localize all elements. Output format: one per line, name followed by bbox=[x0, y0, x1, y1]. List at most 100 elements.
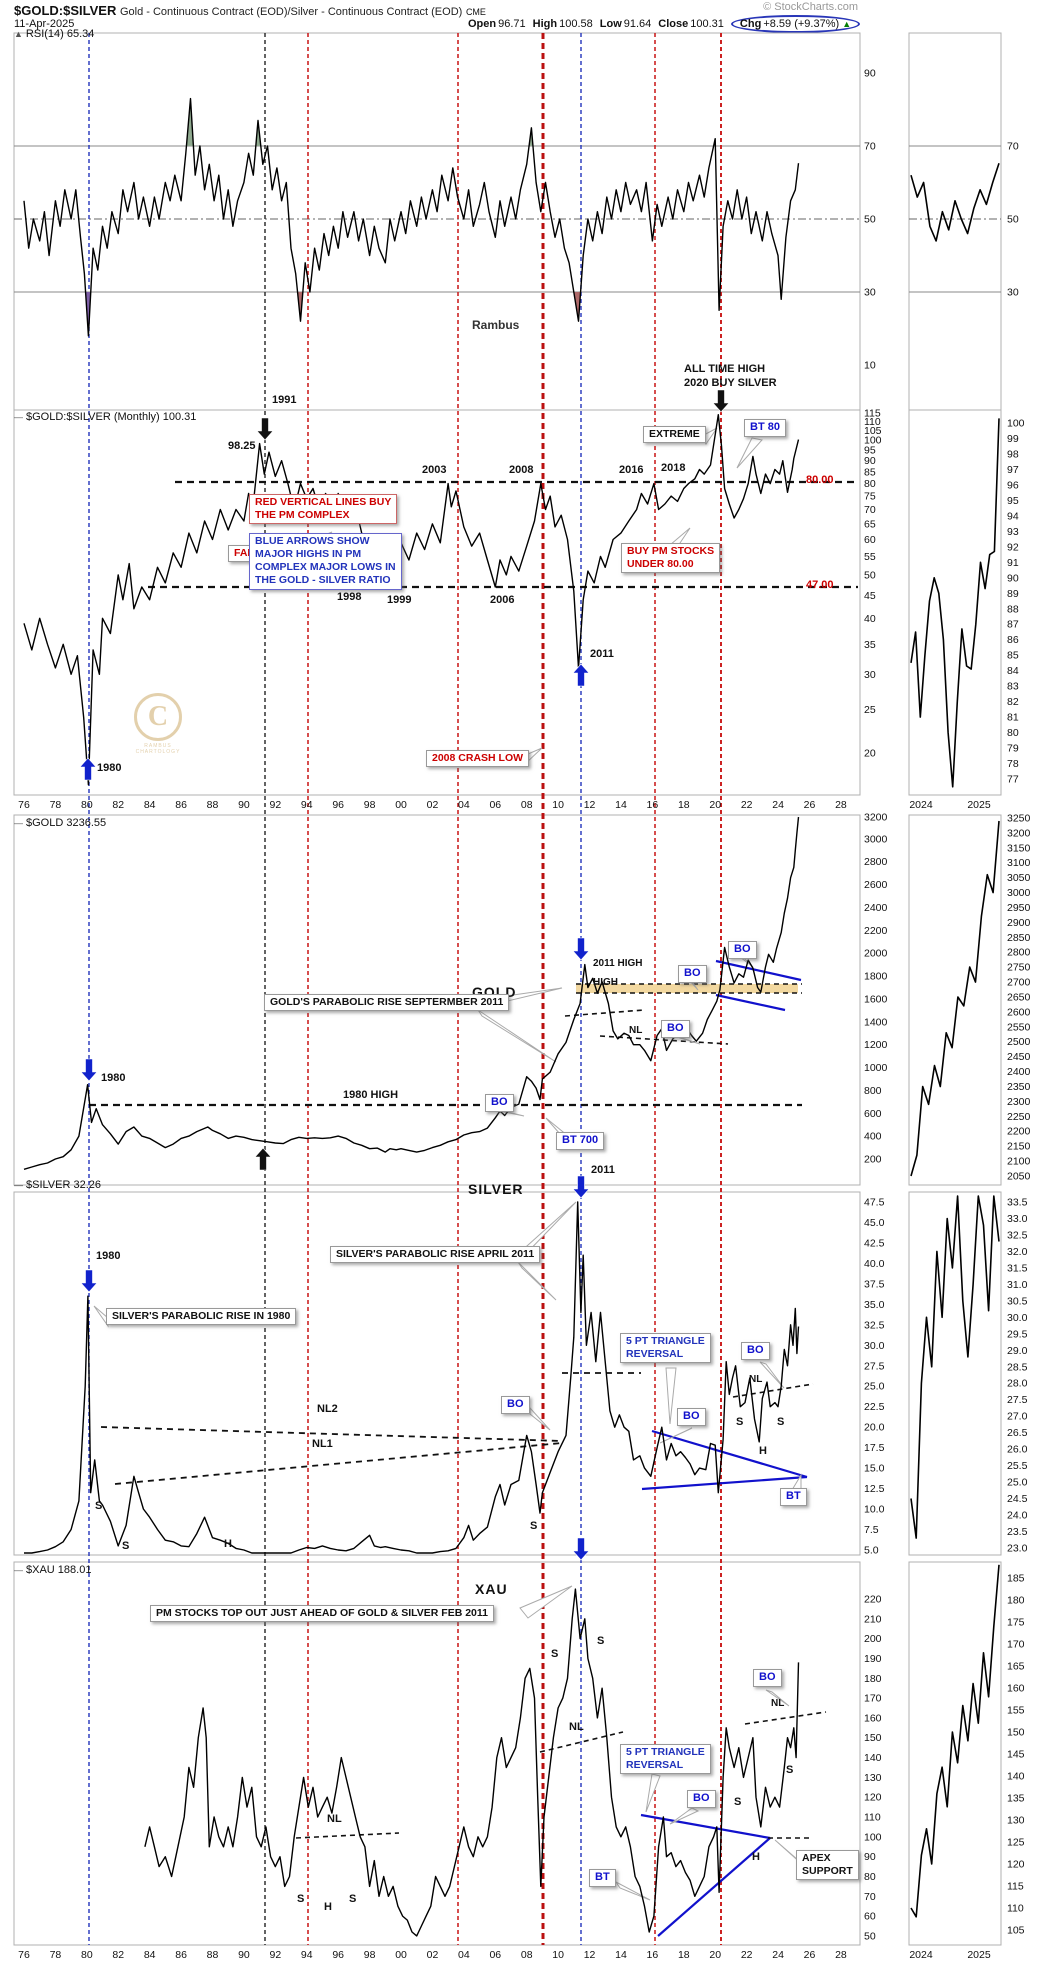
axis-label: 75 bbox=[864, 491, 876, 503]
all-time-high-label: ALL TIME HIGH 2020 BUY SILVER bbox=[684, 363, 777, 389]
chart-title: $GOLD:$SILVER Gold - Continuous Contract… bbox=[14, 3, 486, 18]
xaxis-label: 10 bbox=[552, 1949, 564, 1961]
axis-label: 28.5 bbox=[1007, 1361, 1028, 1373]
gold-dash-1 bbox=[564, 1009, 645, 1017]
axis-label: 32.5 bbox=[1007, 1229, 1028, 1241]
axis-label: 2300 bbox=[1007, 1096, 1031, 1108]
xaxis-label: 96 bbox=[332, 1949, 344, 1961]
silver-nl1 bbox=[114, 1442, 563, 1485]
axis-label: 24.0 bbox=[1007, 1510, 1028, 1522]
xau-2011-arrow bbox=[572, 1537, 590, 1561]
xau-5pt-callout: 5 PT TRIANGLE REVERSAL bbox=[620, 1744, 711, 1775]
axis-label: 60 bbox=[864, 534, 876, 546]
silver-bt-callout: BT bbox=[780, 1488, 807, 1506]
panel-frame bbox=[13, 1191, 861, 1556]
axis-label: 2000 bbox=[864, 948, 888, 960]
ratio-2003-label: 2003 bbox=[422, 464, 447, 476]
xaxis-label: 82 bbox=[112, 1949, 124, 1961]
silver-1980-label: 1980 bbox=[96, 1250, 121, 1262]
up-arrow-icon: ▲ bbox=[842, 19, 852, 29]
axis-label: 3100 bbox=[1007, 857, 1031, 869]
axis-label: 35.0 bbox=[864, 1299, 885, 1311]
mini-panel-frame bbox=[908, 409, 1002, 796]
axis-label: 120 bbox=[1007, 1859, 1025, 1871]
open-value: Open 96.71 bbox=[468, 18, 526, 30]
xaxis-label: 86 bbox=[175, 799, 187, 811]
silver-2011-arrow bbox=[572, 1175, 590, 1199]
axis-label: 2800 bbox=[864, 856, 888, 868]
ohlc-row: Open 96.71 High 100.58 Low 91.64 Close 100.3… bbox=[468, 15, 861, 33]
axis-label: 135 bbox=[1007, 1793, 1025, 1805]
axis-label: 22.5 bbox=[864, 1401, 885, 1413]
symbol-description: Gold - Continuous Contract (EOD)/Silver … bbox=[119, 6, 463, 18]
axis-label: 170 bbox=[1007, 1639, 1025, 1651]
axis-label: 42.5 bbox=[864, 1237, 885, 1249]
xaxis-label: 12 bbox=[584, 1949, 596, 1961]
silver-price-line bbox=[24, 1201, 800, 1554]
gold-price-line bbox=[23, 816, 800, 1170]
xaxis-label: 04 bbox=[458, 799, 470, 811]
xaxis-label: 94 bbox=[301, 799, 313, 811]
crash-low-callout: 2008 CRASH LOW bbox=[426, 750, 530, 768]
axis-label: 180 bbox=[864, 1673, 882, 1685]
axis-label: 5.0 bbox=[864, 1544, 879, 1556]
xaxis-label: 90 bbox=[238, 1949, 250, 1961]
gold-bo-2: BO bbox=[678, 965, 707, 983]
xau-s-2001: S bbox=[349, 1893, 357, 1905]
axis-label: 190 bbox=[864, 1653, 882, 1665]
axis-label: 96 bbox=[1007, 479, 1019, 491]
axis-label: 91 bbox=[1007, 557, 1019, 569]
gold-parabolic-callout: GOLD'S PARABOLIC RISE SEPTERMBER 2011 bbox=[264, 994, 510, 1012]
xau-title: XAU bbox=[475, 1581, 508, 1597]
axis-label: 50 bbox=[864, 214, 876, 226]
silver-parabolic-2011-callout: SILVER'S PARABOLIC RISE APRIL 2011 bbox=[330, 1246, 541, 1264]
axis-label: 100 bbox=[864, 1831, 882, 1843]
axis-label: 2500 bbox=[1007, 1036, 1031, 1048]
xaxis-label: 22 bbox=[741, 799, 753, 811]
xau-top-out-callout: PM STOCKS TOP OUT JUST AHEAD OF GOLD & S… bbox=[150, 1605, 494, 1623]
silver-triangle-top bbox=[651, 1429, 808, 1479]
axis-label: 80 bbox=[864, 1871, 876, 1883]
xaxis-label: 12 bbox=[584, 799, 596, 811]
axis-label: 200 bbox=[864, 1153, 882, 1165]
axis-label: 160 bbox=[1007, 1683, 1025, 1695]
axis-label: 2600 bbox=[864, 879, 888, 891]
silver-bo-3: BO bbox=[741, 1342, 770, 1360]
close-value: Close 100.31 bbox=[658, 18, 724, 30]
xaxis-label: 08 bbox=[521, 1949, 533, 1961]
axis-label: 87 bbox=[1007, 619, 1019, 631]
xaxis-label: 14 bbox=[615, 799, 627, 811]
silver-s-2008: S bbox=[530, 1520, 538, 1532]
high-value: High 100.58 bbox=[532, 18, 593, 30]
gold-2011-high-label: 2011 HIGH bbox=[593, 958, 643, 969]
axis-label: 29.5 bbox=[1007, 1328, 1028, 1340]
axis-label: 31.0 bbox=[1007, 1279, 1028, 1291]
axis-label: 33.0 bbox=[1007, 1213, 1028, 1225]
silver-bo-1: BO bbox=[501, 1396, 530, 1414]
mini_gold-line bbox=[910, 820, 1000, 1177]
xau-s-tri-right: S bbox=[786, 1764, 794, 1776]
xau-s-left: S bbox=[551, 1648, 559, 1660]
axis-label: 600 bbox=[864, 1108, 882, 1120]
axis-label: 32.0 bbox=[1007, 1246, 1028, 1258]
axis-label: 33.5 bbox=[1007, 1197, 1028, 1209]
mini_xau-line bbox=[910, 1564, 1000, 1918]
mini-xaxis-label: 2025 bbox=[967, 1949, 991, 1961]
axis-label: 88 bbox=[1007, 603, 1019, 615]
axis-label: 7.5 bbox=[864, 1524, 879, 1536]
xaxis-label: 98 bbox=[364, 799, 376, 811]
xau-bo2-pointer bbox=[765, 1689, 790, 1707]
axis-label: 30 bbox=[864, 287, 876, 299]
xau-bo-2: BO bbox=[753, 1669, 782, 1687]
axis-label: 130 bbox=[1007, 1815, 1025, 1827]
axis-label: 105 bbox=[1007, 1925, 1025, 1937]
axis-label: 81 bbox=[1007, 712, 1019, 724]
gold-high-label: HIGH bbox=[593, 977, 618, 988]
gold-2011-arrow bbox=[572, 937, 590, 961]
ratio-panel-label: — $GOLD:$SILVER (Monthly) 100.31 bbox=[14, 411, 197, 423]
xaxis-label: 84 bbox=[144, 1949, 156, 1961]
axis-label: 3200 bbox=[864, 812, 888, 824]
axis-label: 185 bbox=[1007, 1573, 1025, 1585]
gold-bt700-callout: BT 700 bbox=[556, 1132, 605, 1150]
